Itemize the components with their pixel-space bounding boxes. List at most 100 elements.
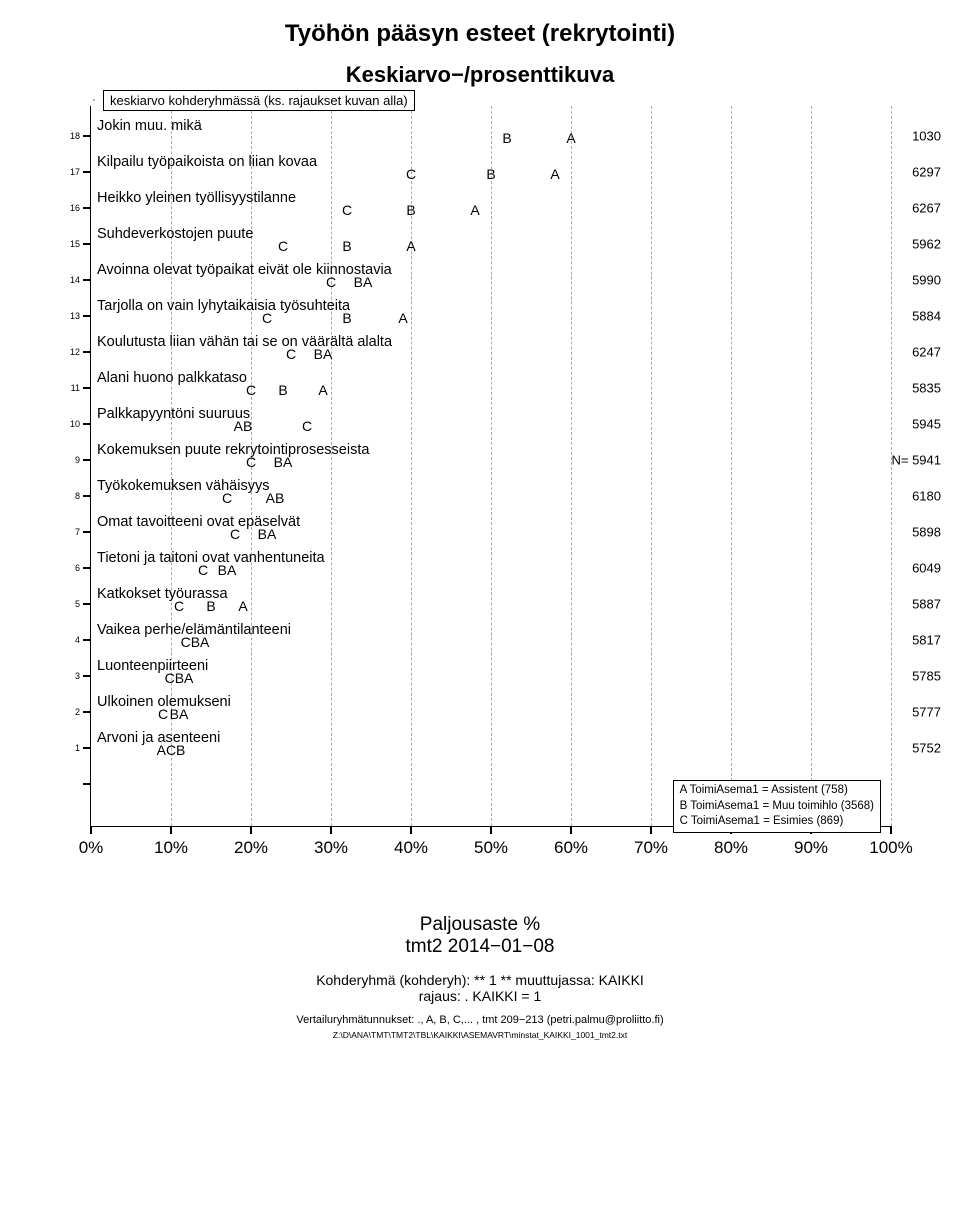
series-marker: A xyxy=(398,310,407,326)
note-marker-dot: · xyxy=(92,94,96,106)
x-tick-mark xyxy=(650,826,652,834)
series-marker: A xyxy=(566,130,575,146)
chart: 0%10%20%30%40%50%60%70%80%90%100%18Jokin… xyxy=(20,106,940,1040)
series-marker: C xyxy=(174,598,184,614)
y-row-number: 8 xyxy=(46,491,80,501)
y-row-number: 15 xyxy=(46,239,80,249)
legend: A ToimiAsema1 = Assistent (758)B ToimiAs… xyxy=(673,780,881,833)
y-tick-mark xyxy=(83,351,91,353)
y-tick-mark xyxy=(83,639,91,641)
n-value: 5884 xyxy=(912,309,941,324)
x-tick-mark xyxy=(570,826,572,834)
y-row-number: 2 xyxy=(46,707,80,717)
y-tick-mark xyxy=(83,495,91,497)
n-value: 1030 xyxy=(912,129,941,144)
x-tick-label: 40% xyxy=(394,838,428,858)
series-marker: BA xyxy=(314,346,333,362)
n-value: 6247 xyxy=(912,345,941,360)
grid-line xyxy=(811,106,812,826)
n-value: 5785 xyxy=(912,669,941,684)
x-axis-title: Paljousaste % tmt2 2014−01−08 xyxy=(20,914,940,958)
x-tick-label: 10% xyxy=(154,838,188,858)
series-marker: B xyxy=(342,238,351,254)
grid-line xyxy=(731,106,732,826)
series-marker: C xyxy=(262,310,272,326)
grid-line xyxy=(331,106,332,826)
y-tick-mark xyxy=(83,171,91,173)
series-marker: C xyxy=(342,202,352,218)
y-tick-mark xyxy=(83,675,91,677)
footer-small: Vertailuryhmätunnukset: ., A, B, C,... ,… xyxy=(20,1014,940,1026)
n-value: 5945 xyxy=(912,417,941,432)
n-value: 6049 xyxy=(912,561,941,576)
y-tick-mark xyxy=(83,459,91,461)
row-label: Työkokemuksen vähäisyys xyxy=(97,478,269,494)
y-tick-mark xyxy=(83,243,91,245)
y-row-number: 6 xyxy=(46,563,80,573)
row-label: Koulutusta liian vähän tai se on väärält… xyxy=(97,334,392,350)
series-marker: B xyxy=(486,166,495,182)
y-row-number: 18 xyxy=(46,131,80,141)
series-marker: A xyxy=(318,382,327,398)
y-tick-mark xyxy=(83,423,91,425)
series-marker: C xyxy=(198,562,208,578)
y-row-number: 12 xyxy=(46,347,80,357)
x-tick-label: 90% xyxy=(794,838,828,858)
y-row-number: 1 xyxy=(46,743,80,753)
row-label: Palkkapyyntöni suuruus xyxy=(97,406,250,422)
x-tick-mark xyxy=(490,826,492,834)
n-value: 5817 xyxy=(912,633,941,648)
row-label: Heikko yleinen työllisyystilanne xyxy=(97,190,296,206)
series-marker: BA xyxy=(274,454,293,470)
y-row-number: 10 xyxy=(46,419,80,429)
row-label: Tarjolla on vain lyhytaikaisia työsuhtei… xyxy=(97,298,350,314)
series-marker: AB xyxy=(234,418,253,434)
series-marker: BA xyxy=(218,562,237,578)
y-row-number: 14 xyxy=(46,275,80,285)
n-value: 5752 xyxy=(912,741,941,756)
n-value: 5898 xyxy=(912,525,941,540)
series-marker: A xyxy=(470,202,479,218)
series-marker: C xyxy=(246,382,256,398)
series-marker: A xyxy=(238,598,247,614)
footer-tiny: Z:\D\ANA\TMT\TMT2\TBL\KAIKKI\ASEMAVRT\mi… xyxy=(20,1030,940,1040)
y-tick-mark xyxy=(83,567,91,569)
x-tick-mark xyxy=(250,826,252,834)
n-value: 5835 xyxy=(912,381,941,396)
grid-line xyxy=(571,106,572,826)
row-label: Tietoni ja taitoni ovat vanhentuneita xyxy=(97,550,325,566)
series-marker: BA xyxy=(258,526,277,542)
x-axis-title-line2: tmt2 2014−01−08 xyxy=(20,936,940,958)
series-marker: B xyxy=(278,382,287,398)
n-value: 5777 xyxy=(912,705,941,720)
series-marker: C xyxy=(326,274,336,290)
x-tick-label: 0% xyxy=(79,838,104,858)
plot-inner: 0%10%20%30%40%50%60%70%80%90%100%18Jokin… xyxy=(90,106,891,827)
row-label: Kilpailu työpaikoista on liian kovaa xyxy=(97,154,317,170)
y-tick-mark xyxy=(83,135,91,137)
series-marker: CBA xyxy=(165,670,194,686)
x-tick-mark xyxy=(90,826,92,834)
y-tick-mark xyxy=(83,747,91,749)
y-tick-mark xyxy=(83,531,91,533)
y-row-number: 9 xyxy=(46,455,80,465)
series-marker: C xyxy=(222,490,232,506)
y-tick-mark xyxy=(83,207,91,209)
x-tick-mark xyxy=(410,826,412,834)
series-marker: AB xyxy=(266,490,285,506)
grid-line xyxy=(491,106,492,826)
footer-line2: rajaus: . KAIKKI = 1 xyxy=(20,988,940,1004)
footer: Kohderyhmä (kohderyh): ** 1 ** muuttujas… xyxy=(20,972,940,1004)
series-marker: C xyxy=(230,526,240,542)
n-value: 6267 xyxy=(912,201,941,216)
series-marker: B xyxy=(406,202,415,218)
row-label: Alani huono palkkataso xyxy=(97,370,247,386)
row-label: Kokemuksen puute rekrytointiprosesseista xyxy=(97,442,369,458)
n-value: 5887 xyxy=(912,597,941,612)
series-marker: CBA xyxy=(181,634,210,650)
x-tick-label: 80% xyxy=(714,838,748,858)
legend-line: A ToimiAsema1 = Assistent (758) xyxy=(680,783,874,799)
grid-line xyxy=(651,106,652,826)
series-marker: C xyxy=(246,454,256,470)
series-marker: B xyxy=(342,310,351,326)
